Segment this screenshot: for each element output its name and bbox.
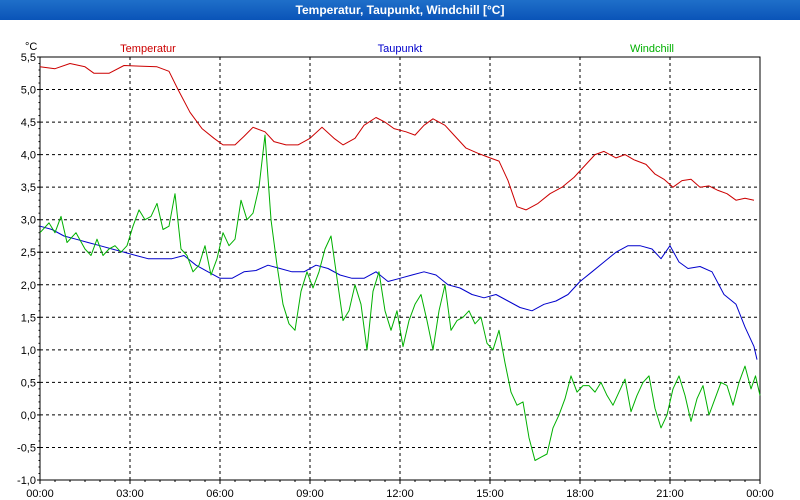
y-tick-label: 4,5 <box>21 117 36 129</box>
y-tick-label: 1,0 <box>21 345 36 357</box>
x-tick-time: 21:00 <box>656 488 684 500</box>
y-tick-label: 5,5 <box>21 52 36 64</box>
window-title: Temperatur, Taupunkt, Windchill [°C] <box>0 0 800 20</box>
x-tick-time: 03:00 <box>116 488 144 500</box>
series-lines <box>39 63 761 461</box>
y-tick-label: 0,0 <box>21 410 36 422</box>
y-tick-label: -1,0 <box>17 475 36 487</box>
x-tick-time: 12:00 <box>386 488 414 500</box>
y-axis-unit: °C <box>25 41 37 53</box>
legend: Temperatur Taupunkt Windchill <box>120 43 674 55</box>
legend-entry-windchill: Windchill <box>630 43 674 55</box>
y-tick-label: 3,5 <box>21 182 36 194</box>
x-tick-time: 18:00 <box>566 488 594 500</box>
chart-canvas: 5,5 5,0 4,5 4,0 3,5 3,0 2,5 2,0 1,5 1,0 0,5 0,0 -0,5… <box>17 41 774 500</box>
y-tick-label: 5,0 <box>21 85 36 97</box>
legend-entry-temperatur: Temperatur <box>120 43 176 55</box>
x-tick-time: 00:00 <box>746 488 774 500</box>
tick-marks <box>37 56 761 484</box>
y-tick-label: 3,0 <box>21 215 36 227</box>
y-tick-label: 2,5 <box>21 247 36 259</box>
y-tick-label: 1,5 <box>21 312 36 324</box>
y-tick-label: 0,5 <box>21 377 36 389</box>
y-axis-labels: 5,5 5,0 4,5 4,0 3,5 3,0 2,5 2,0 1,5 1,0 0,5 0,0 -0,5… <box>17 52 36 487</box>
x-tick-time: 15:00 <box>476 488 504 500</box>
x-tick-time: 09:00 <box>296 488 324 500</box>
x-axis-labels: 00:0029.11.1303:0029.11.1306:0029.11.130… <box>26 488 774 500</box>
y-tick-label: 2,0 <box>21 280 36 292</box>
series-line-windchill <box>39 134 761 461</box>
x-tick-time: 06:00 <box>206 488 234 500</box>
x-tick-time: 00:00 <box>26 488 54 500</box>
y-tick-label: -0,5 <box>17 442 36 454</box>
series-line-temperatur <box>39 63 755 211</box>
series-line-taupunkt <box>39 225 758 360</box>
y-tick-label: 4,0 <box>21 150 36 162</box>
legend-entry-taupunkt: Taupunkt <box>378 43 423 55</box>
gridlines <box>40 57 760 480</box>
